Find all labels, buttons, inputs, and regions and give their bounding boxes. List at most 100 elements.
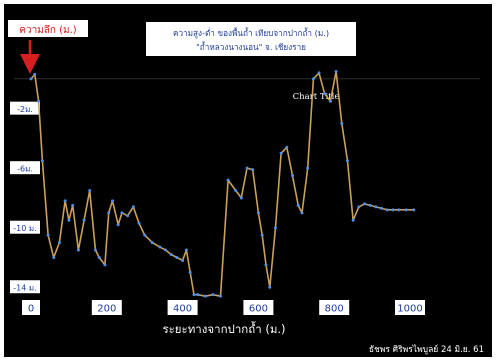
data-point: [296, 203, 300, 207]
y-tick-label-box: [10, 101, 40, 115]
data-point: [164, 248, 168, 252]
data-point: [97, 255, 101, 259]
data-point: [67, 218, 71, 222]
data-point: [103, 263, 107, 267]
data-point: [239, 196, 243, 200]
chart-subtitle: "ถ้ำหลวงนางนอน" จ. เชียงราย: [196, 41, 306, 52]
x-tick-label-box: [243, 300, 274, 315]
chart-title: ความสูง-ต่ำ ของพื้นถ้ำ เทียบจากปากถ้ำ (ม…: [173, 27, 329, 39]
data-point: [188, 270, 192, 274]
x-tick-label: 1000: [397, 304, 422, 315]
data-point: [268, 285, 272, 289]
series-group: [29, 69, 416, 298]
data-point: [397, 208, 401, 212]
y-tick-labels: -2ม. -6ม. -10 ม. -14 ม.: [10, 101, 40, 294]
title-box: [146, 22, 356, 56]
data-point: [107, 211, 111, 215]
y-tick-label-box: [10, 220, 40, 234]
data-point: [52, 255, 56, 259]
data-point: [71, 203, 75, 207]
credit-text: ธัชพร ศิริพรไพบูลย์ 24 มิ.ย. 61: [369, 344, 484, 355]
x-tick-labels: 0 200 400 600 800 1000: [22, 300, 425, 315]
data-point: [192, 293, 196, 297]
data-point: [273, 226, 277, 230]
x-tick-label: 600: [249, 304, 268, 315]
data-point: [279, 151, 283, 155]
data-point: [175, 255, 179, 259]
data-point: [33, 72, 37, 76]
data-point: [57, 241, 61, 245]
data-point: [181, 258, 185, 262]
data-point: [374, 205, 378, 209]
data-point: [120, 211, 124, 215]
data-point: [391, 208, 395, 212]
data-point: [357, 205, 361, 209]
data-point: [143, 233, 147, 237]
y-tick-label: -14 ม.: [13, 284, 36, 293]
y-axis-label-box: [8, 20, 88, 37]
data-point: [110, 199, 114, 203]
data-point: [184, 248, 188, 252]
data-point: [340, 122, 344, 126]
data-point: [169, 252, 173, 256]
inner-chart-title: Chart Title: [293, 92, 340, 102]
x-tick-label: 800: [325, 304, 344, 315]
data-point: [196, 293, 200, 297]
data-point: [300, 211, 304, 215]
data-point: [150, 241, 154, 245]
data-point: [380, 206, 384, 210]
y-axis-label: ความลึก (ม.): [19, 24, 77, 36]
data-point: [306, 166, 310, 170]
data-point: [264, 263, 268, 267]
data-point: [37, 99, 41, 103]
data-point: [256, 211, 260, 215]
data-point: [88, 189, 92, 192]
x-tick-label-box: [91, 300, 122, 315]
data-point: [285, 145, 289, 149]
y-tick-label: -6ม.: [17, 165, 33, 174]
data-point: [29, 77, 33, 81]
data-point: [260, 233, 264, 237]
plot-background: [4, 4, 492, 357]
data-point: [63, 199, 67, 203]
data-point: [317, 71, 321, 75]
data-point: [131, 205, 135, 209]
x-tick-label-box: [167, 300, 198, 315]
data-point: [351, 218, 355, 222]
data-point: [404, 208, 408, 212]
data-point: [226, 178, 230, 182]
data-point: [245, 166, 249, 170]
data-point: [412, 208, 416, 212]
y-tick-label: -2ม.: [17, 105, 33, 114]
data-point: [328, 99, 332, 103]
data-point: [82, 218, 86, 222]
y-tick-label-box: [10, 161, 40, 175]
data-point: [385, 208, 389, 212]
x-tick-label: 400: [173, 304, 192, 315]
x-tick-label-box: [395, 300, 425, 315]
data-point: [368, 203, 372, 207]
data-point: [334, 69, 338, 73]
data-point: [203, 294, 207, 298]
data-point: [291, 174, 295, 178]
data-point: [211, 293, 215, 297]
data-point: [40, 159, 44, 163]
data-point: [137, 221, 141, 225]
x-axis-label: ระยะทางจากปากถ้ำ (ม.): [162, 321, 285, 336]
data-point: [363, 202, 367, 206]
data-point: [219, 294, 222, 298]
x-tick-label: 200: [97, 304, 116, 315]
x-tick-label-box: [22, 300, 40, 315]
data-point: [46, 233, 50, 237]
x-tick-label: 0: [28, 304, 34, 315]
data-point: [76, 248, 80, 252]
x-tick-label-box: [319, 300, 350, 315]
data-point: [323, 92, 327, 96]
data-point: [251, 168, 255, 172]
data-point: [93, 248, 97, 252]
data-point: [234, 189, 238, 192]
y-tick-label: -10 ม.: [13, 224, 36, 233]
data-point: [345, 159, 349, 163]
